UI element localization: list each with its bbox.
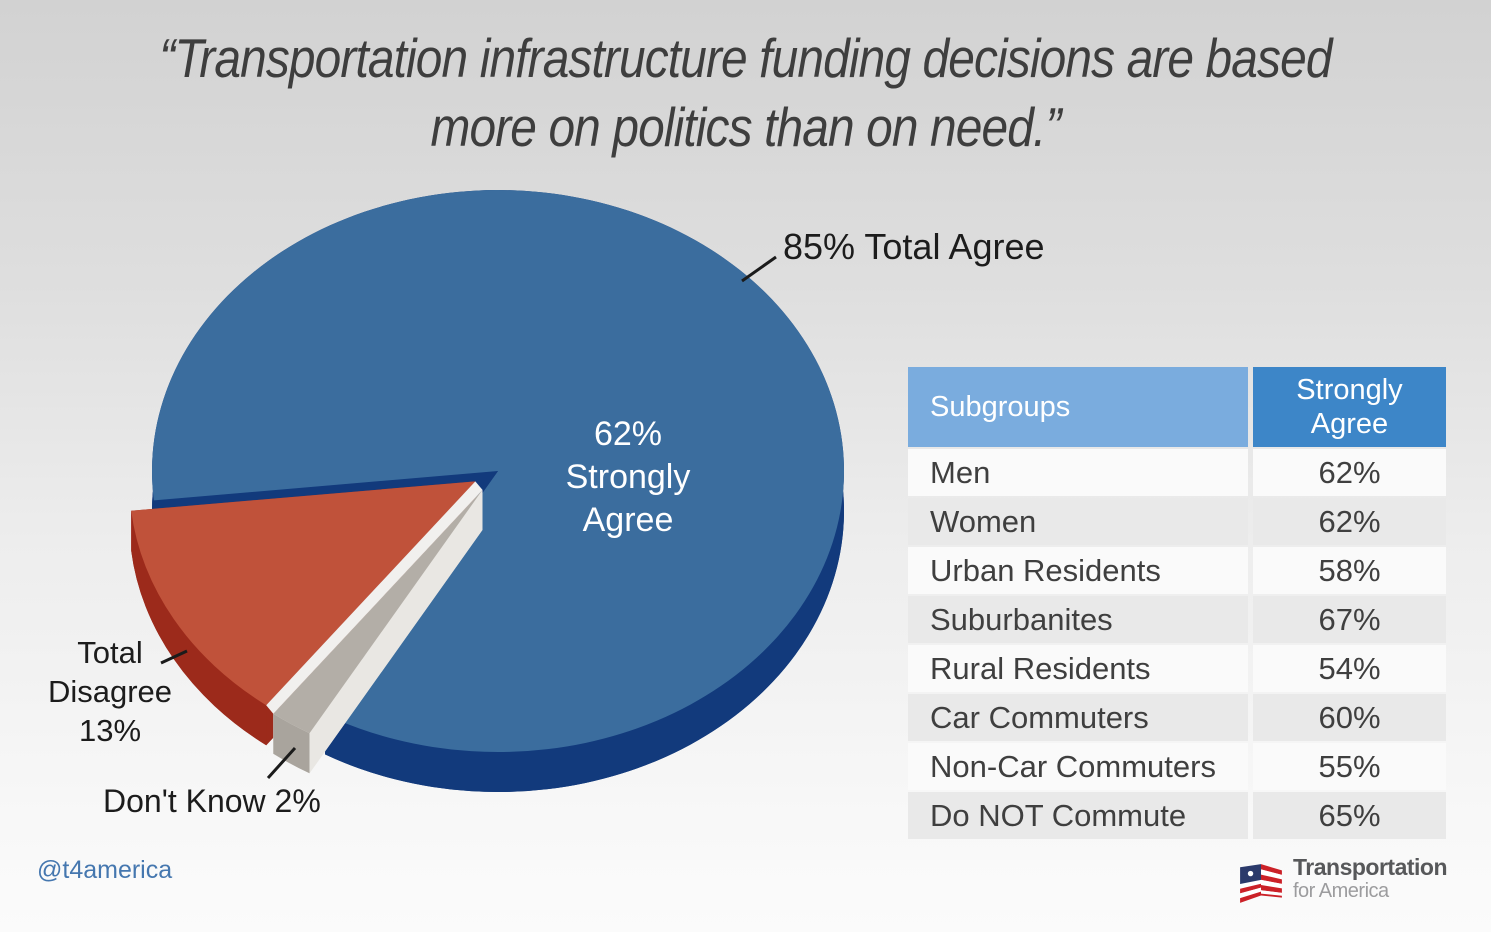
subgroup-table: Subgroups Strongly Agree Men 62% Women 6…: [908, 367, 1446, 841]
table-row: Car Commuters 60%: [908, 694, 1446, 741]
row-label: Men: [908, 449, 1248, 496]
label-dont-know: Don't Know 2%: [103, 783, 321, 819]
label-strongly-agree: 62% Strongly Agree: [565, 415, 691, 539]
t4a-logo: Transportation for America: [1238, 854, 1448, 906]
row-value: 67%: [1253, 596, 1446, 643]
row-value: 58%: [1253, 547, 1446, 594]
row-label: Car Commuters: [908, 694, 1248, 741]
row-value: 54%: [1253, 645, 1446, 692]
row-value: 62%: [1253, 498, 1446, 545]
row-label: Suburbanites: [908, 596, 1248, 643]
table-row: Men 62%: [908, 449, 1446, 496]
row-label: Do NOT Commute: [908, 792, 1248, 839]
logo-line1: Transportation: [1293, 854, 1448, 880]
row-label: Women: [908, 498, 1248, 545]
row-label: Non-Car Commuters: [908, 743, 1248, 790]
table-header-subgroups: Subgroups: [908, 367, 1248, 447]
flag-icon: [1240, 864, 1282, 903]
table-header-row: Subgroups Strongly Agree: [908, 367, 1446, 447]
slide-title-line2: more on politics than on need.”: [430, 96, 1061, 158]
label-total-agree: 85% Total Agree: [783, 226, 1045, 267]
table-header-strongly-agree: Strongly Agree: [1253, 367, 1446, 447]
label-total-disagree: Total Disagree 13%: [47, 635, 173, 748]
slide-title-line1: “Transportation infrastructure funding d…: [159, 27, 1332, 89]
table-body: Men 62% Women 62% Urban Residents 58% Su…: [908, 449, 1446, 839]
table-row: Non-Car Commuters 55%: [908, 743, 1446, 790]
leader-line-total-agree: [741, 255, 777, 283]
table-row: Women 62%: [908, 498, 1446, 545]
pie-slices: [131, 190, 845, 793]
twitter-handle: @t4america: [37, 856, 173, 884]
leader-line-total-disagree: [160, 649, 188, 665]
row-value: 65%: [1253, 792, 1446, 839]
table-row: Rural Residents 54%: [908, 645, 1446, 692]
logo-text: Transportation for America: [1293, 854, 1448, 902]
table-row: Urban Residents 58%: [908, 547, 1446, 594]
row-value: 55%: [1253, 743, 1446, 790]
table-row: Do NOT Commute 65%: [908, 792, 1446, 839]
table-row: Suburbanites 67%: [908, 596, 1446, 643]
row-value: 60%: [1253, 694, 1446, 741]
row-value: 62%: [1253, 449, 1446, 496]
leader-line-dont-know: [266, 746, 297, 780]
logo-line2: for America: [1293, 880, 1389, 902]
row-label: Urban Residents: [908, 547, 1248, 594]
slide-title: “Transportation infrastructure funding d…: [97, 24, 1394, 162]
row-label: Rural Residents: [908, 645, 1248, 692]
